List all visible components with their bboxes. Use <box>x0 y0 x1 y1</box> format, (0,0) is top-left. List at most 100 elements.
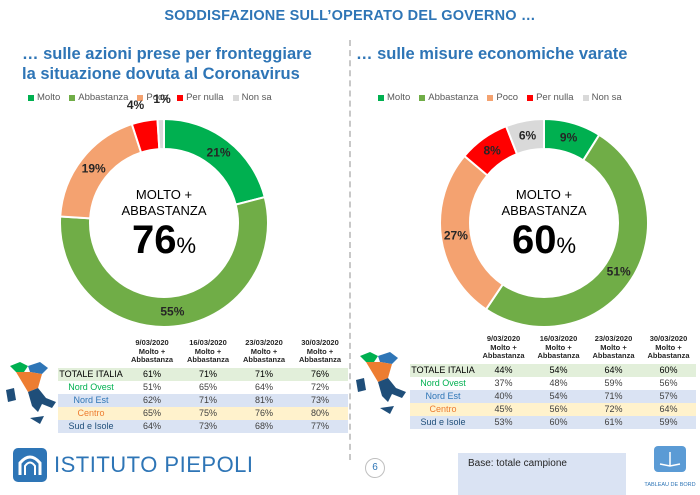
left-header-line: Abbastanza <box>298 355 342 364</box>
left-label-abbastanza: 55% <box>160 305 184 319</box>
right-cell: 64% <box>641 402 696 416</box>
left-legend-swatch <box>177 94 184 101</box>
right-header-line: Abbastanza <box>537 351 580 360</box>
left-table-body: TOTALE ITALIA 61% 71% 71% 76% Nord Ovest 51% 65… <box>58 367 348 433</box>
right-cell: 56% <box>641 376 696 390</box>
left-header-cell: 30/03/2020 Molto + Abbastanza <box>292 337 348 368</box>
right-center-line2: ABBASTANZA <box>501 203 586 218</box>
left-row-label: TOTALE ITALIA <box>58 367 124 381</box>
right-donut-chart: 9% 51% 27% 8% 6% MOLTO + ABBASTANZA 60% <box>439 117 649 328</box>
left-legend-poco: Poco <box>137 92 168 103</box>
left-row-nord-ovest: Nord Ovest 51% 65% 64% 72% <box>58 380 348 394</box>
right-header-blank <box>410 333 476 364</box>
right-legend-abbastanza: Abbastanza <box>419 92 478 103</box>
left-cell: 71% <box>236 367 292 381</box>
left-header-line: 9/03/2020 <box>135 338 169 347</box>
right-label-molto: 9% <box>560 130 578 144</box>
left-legend-label: Non sa <box>241 92 272 103</box>
right-row-nord-est: Nord Est 40% 54% 71% 57% <box>410 389 696 403</box>
left-legend-swatch <box>137 94 144 101</box>
right-legend-label: Non sa <box>591 92 622 103</box>
page-number: 6 <box>365 458 385 478</box>
right-row-label: TOTALE ITALIA <box>410 363 476 377</box>
left-cell: 65% <box>124 406 180 420</box>
left-cell: 71% <box>180 393 236 407</box>
right-legend-non-sa: Non sa <box>582 92 622 103</box>
right-cell: 71% <box>586 389 641 403</box>
right-center-number: 60 <box>512 218 557 262</box>
right-row-nord-ovest: Nord Ovest 37% 48% 59% 56% <box>410 376 696 390</box>
istituto-piepoli-logo: ISTITUTO PIEPOLI <box>12 447 254 483</box>
right-header-cell: 16/03/2020 Molto + Abbastanza <box>531 333 586 364</box>
left-label-poco: 19% <box>82 161 106 175</box>
left-cell: 73% <box>292 393 348 407</box>
right-header-line: 23/03/2020 <box>594 334 633 343</box>
right-legend-label: Abbastanza <box>428 92 479 103</box>
right-cell: 53% <box>476 415 531 429</box>
right-trend-table: 9/03/2020 Molto + Abbastanza 16/03/2020 Molt… <box>410 333 696 429</box>
left-header-line: Abbastanza <box>242 355 286 364</box>
page-title: SODDISFAZIONE SULL’OPERATO DEL GOVERNO … <box>164 8 536 24</box>
left-slice-abbastanza <box>59 195 269 328</box>
right-legend: Molto Abbastanza Poco Per nulla Non sa <box>378 92 622 103</box>
left-label-per-nulla: 4% <box>127 98 145 112</box>
right-legend-poco: Poco <box>487 92 518 103</box>
left-label-molto: 21% <box>207 146 231 160</box>
left-donut-chart: 21% 55% 19% 4% 1% MOLTO + ABBASTANZA 76% <box>59 92 269 328</box>
right-cell: 72% <box>586 402 641 416</box>
left-header-cell: 16/03/2020 Molto + Abbastanza <box>180 337 236 368</box>
right-cell: 56% <box>531 402 586 416</box>
left-header-line: 30/03/2020 <box>301 338 339 347</box>
right-table-header: 9/03/2020 Molto + Abbastanza 16/03/2020 Molt… <box>410 333 696 364</box>
left-center-value: 76% <box>132 218 196 262</box>
right-legend-swatch <box>419 94 426 101</box>
panel-divider <box>349 40 351 460</box>
left-legend-label: Per nulla <box>186 92 224 103</box>
left-cell: 68% <box>236 419 292 433</box>
left-legend-per-nulla: Per nulla <box>177 92 224 103</box>
right-italy-map-icon <box>356 352 406 414</box>
right-cell: 40% <box>476 389 531 403</box>
left-row-sud-e-isole: Sud e Isole 64% 73% 68% 77% <box>58 419 348 433</box>
right-slice-abbastanza <box>484 133 649 328</box>
right-header-cell: 23/03/2020 Molto + Abbastanza <box>586 333 641 364</box>
left-trend-table: 9/03/2020 Molto + Abbastanza 16/03/2020 Molt… <box>58 337 348 433</box>
right-row-totale-italia: TOTALE ITALIA 44% 54% 64% 60% <box>410 363 696 377</box>
right-center-unit: % <box>556 233 576 258</box>
right-subtitle: … sulle misure economiche varate <box>356 44 627 64</box>
right-cell: 59% <box>641 415 696 429</box>
left-donut-segments <box>59 117 269 328</box>
left-cell: 77% <box>292 419 348 433</box>
left-row-label: Sud e Isole <box>58 419 124 433</box>
right-label-poco: 27% <box>444 228 468 242</box>
right-row-sud-e-isole: Sud e Isole 53% 60% 61% 59% <box>410 415 696 429</box>
right-center-value: 60% <box>512 218 576 262</box>
left-center-number: 76 <box>132 218 177 262</box>
right-cell: 64% <box>586 363 641 377</box>
right-cell: 54% <box>531 389 586 403</box>
left-cell: 64% <box>124 419 180 433</box>
left-legend: Molto Abbastanza Poco Per nulla Non sa <box>28 92 272 103</box>
left-subtitle: … sulle azioni prese per fronteggiare la… <box>22 44 312 84</box>
left-cell: 73% <box>180 419 236 433</box>
right-legend-swatch <box>582 94 589 101</box>
right-cell: 61% <box>586 415 641 429</box>
left-row-label: Centro <box>58 406 124 420</box>
right-label-non-sa: 6% <box>519 129 537 143</box>
left-cell: 65% <box>180 380 236 394</box>
right-header-line: Abbastanza <box>592 351 635 360</box>
right-row-label: Nord Ovest <box>410 376 476 390</box>
left-header-line: Molto + <box>306 346 334 356</box>
left-table-header: 9/03/2020 Molto + Abbastanza 16/03/2020 Molt… <box>58 337 348 368</box>
right-cell: 44% <box>476 363 531 377</box>
left-cell: 72% <box>292 380 348 394</box>
left-legend-abbastanza: Abbastanza <box>69 92 128 103</box>
left-legend-swatch <box>232 94 239 101</box>
left-subtitle-line2: la situazione dovuta al Coronavirus <box>22 65 300 83</box>
left-header-line: 16/03/2020 <box>189 338 227 347</box>
right-legend-molto: Molto <box>378 92 410 103</box>
right-legend-swatch <box>378 94 384 101</box>
right-row-label: Nord Est <box>410 389 476 403</box>
right-donut-segments <box>439 117 649 328</box>
right-slice-non-sa <box>504 117 545 156</box>
